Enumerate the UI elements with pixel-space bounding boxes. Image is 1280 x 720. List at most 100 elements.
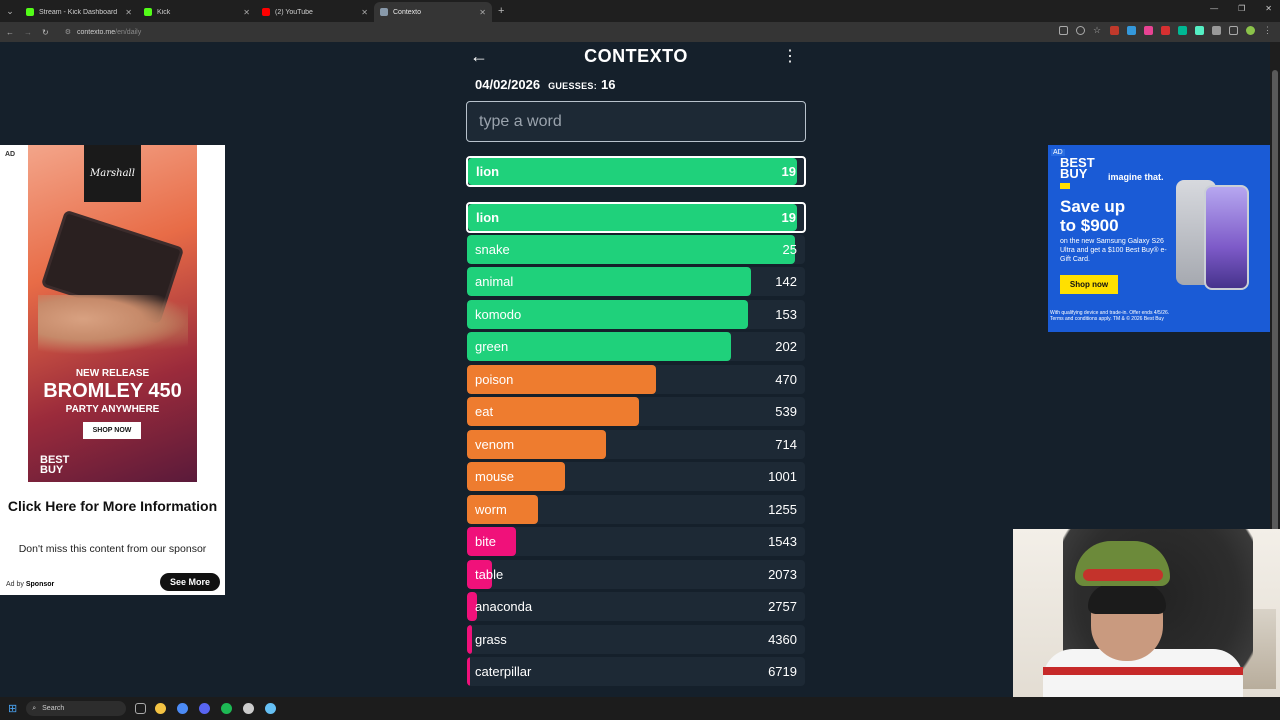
browser-tab-bar: ⌄ Stream - Kick Dashboard ✕ Kick ✕ (2) Y… (0, 0, 1280, 22)
ad-body: on the new Samsung Galaxy S26 Ultra and … (1060, 238, 1167, 263)
left-ad[interactable]: AD Marshall NEW RELEASE BROMLEY 450 PART… (0, 145, 225, 595)
browser-menu-icon[interactable]: ⋮ (1263, 25, 1272, 35)
extension-icon[interactable] (1195, 26, 1204, 35)
shop-now-button[interactable]: Shop now (1060, 275, 1118, 294)
ad-line2: BROMLEY 450 (43, 380, 182, 402)
steam-icon[interactable] (265, 703, 277, 714)
see-more-button[interactable]: See More (160, 573, 220, 591)
ad-tagline: imagine that. (1108, 172, 1164, 182)
guess-similarity-bar (467, 397, 640, 426)
last-guess-rank: 19 (781, 164, 796, 179)
extension-icon[interactable] (1127, 26, 1136, 35)
scrollbar-thumb[interactable] (1272, 70, 1278, 540)
more-options-icon[interactable]: ⋮ (782, 48, 798, 65)
reload-icon[interactable]: ↻ (42, 27, 49, 37)
guess-rank: 1001 (768, 469, 797, 484)
guess-word: table (475, 566, 504, 582)
browser-tab[interactable]: Kick ✕ (138, 2, 256, 22)
tab-close-icon[interactable]: ✕ (479, 7, 486, 17)
page-scrollbar[interactable] (1270, 42, 1280, 697)
tab-title: (2) YouTube (275, 8, 313, 16)
spotify-icon[interactable] (221, 703, 233, 714)
tab-favicon-icon (26, 8, 34, 16)
browser-tab[interactable]: Stream - Kick Dashboard ✕ (20, 2, 138, 22)
guess-row: worm 1255 (467, 494, 805, 524)
webcam-overlay (1013, 529, 1280, 697)
bestbuy-logo-text: BEST BUY (1060, 155, 1095, 181)
ad-shop-now-button[interactable]: SHOP NOW (83, 422, 141, 439)
obs-icon[interactable] (243, 703, 255, 714)
file-explorer-icon[interactable] (155, 703, 167, 714)
ad-line1: NEW RELEASE (75, 368, 150, 379)
tab-favicon-icon (144, 8, 152, 16)
discord-icon[interactable] (199, 703, 211, 714)
bestbuy-logo: BEST BUY (1060, 155, 1100, 190)
right-ad[interactable]: AD BEST BUY imagine that. Save up to $90… (1048, 145, 1272, 332)
address-bar[interactable]: ⚙ contexto.me/en/daily (64, 28, 142, 37)
guess-row: poison 470 (467, 364, 805, 394)
browser-tab[interactable]: (2) YouTube ✕ (256, 2, 374, 22)
guess-word: komodo (475, 306, 522, 322)
ad-headline: Save up to $900 (1060, 197, 1126, 235)
extension-icon[interactable] (1161, 26, 1170, 35)
browser-tab[interactable]: Contexto ✕ (374, 2, 492, 22)
guess-rank: 2757 (768, 599, 797, 614)
ad-image[interactable]: Marshall NEW RELEASE BROMLEY 450 PARTY A… (28, 145, 197, 482)
ad-by-prefix: Ad by (6, 581, 24, 588)
profile-avatar[interactable] (1246, 26, 1255, 35)
site-info-icon[interactable]: ⚙ (64, 29, 71, 36)
guess-rank: 153 (775, 306, 797, 322)
guess-similarity-bar (468, 204, 798, 231)
guess-rank: 539 (775, 404, 797, 419)
tab-title: Stream - Kick Dashboard (39, 8, 118, 16)
tab-close-icon[interactable]: ✕ (243, 7, 250, 17)
guess-similarity-bar (467, 592, 478, 621)
restore-icon[interactable]: ❐ (1238, 4, 1246, 13)
cast-icon[interactable] (1059, 26, 1068, 35)
bookmark-star-icon[interactable]: ☆ (1093, 25, 1102, 35)
forward-nav-icon[interactable]: → (24, 27, 32, 37)
taskbar-search[interactable]: ⌕ Search (26, 701, 127, 716)
guess-word: grass (475, 631, 507, 647)
bestbuy-logo: BEST BUY (40, 454, 70, 476)
extension-icon[interactable] (1110, 26, 1119, 35)
chrome-icon[interactable] (177, 703, 189, 714)
tab-favicon-icon (380, 8, 388, 16)
guess-rank: 1255 (768, 501, 797, 517)
tab-favicon-icon (262, 8, 270, 16)
minimize-icon[interactable]: — (1210, 4, 1219, 13)
windows-taskbar: ⊞ ⌕ Search (0, 697, 1280, 720)
guess-row: komodo 153 (467, 299, 805, 329)
tab-close-icon[interactable]: ✕ (125, 7, 132, 17)
taskbar-search-label: Search (42, 705, 65, 712)
guess-similarity-bar (467, 299, 748, 329)
windows-start-icon[interactable]: ⊞ (8, 703, 18, 715)
new-tab-icon[interactable]: + (498, 5, 505, 17)
guess-row: eat 539 (467, 397, 805, 426)
guess-similarity-bar (467, 267, 751, 296)
extension-icon[interactable] (1178, 26, 1187, 35)
tab-search-icon[interactable]: ⌄ (6, 5, 14, 16)
ad-title[interactable]: Click Here for More Information (7, 498, 218, 514)
hands-image (38, 295, 188, 355)
extensions-puzzle-icon[interactable] (1212, 26, 1221, 35)
back-nav-icon[interactable]: ← (6, 27, 14, 37)
tab-close-icon[interactable]: ✕ (361, 7, 368, 17)
sidebar-icon[interactable] (1229, 26, 1238, 35)
close-window-icon[interactable]: ✕ (1265, 4, 1272, 13)
guess-word: mouse (475, 469, 515, 484)
task-view-icon[interactable] (135, 703, 147, 714)
guess-rank: 25 (782, 241, 797, 257)
extensions-area: ☆ ⋮ (1059, 26, 1272, 35)
ad-tag: AD (5, 151, 16, 158)
guess-word: snake (475, 241, 510, 257)
url-path: /en/daily (115, 28, 142, 36)
guesses-label: GUESSES: (548, 81, 597, 91)
ad-by-name: Sponsor (25, 581, 55, 588)
zoom-icon[interactable] (1076, 26, 1085, 35)
phone-image (1204, 185, 1249, 290)
extension-icon[interactable] (1144, 26, 1153, 35)
guess-similarity-bar (467, 494, 538, 524)
back-arrow-icon[interactable]: ← (470, 46, 488, 66)
word-input[interactable]: type a word (466, 101, 806, 142)
